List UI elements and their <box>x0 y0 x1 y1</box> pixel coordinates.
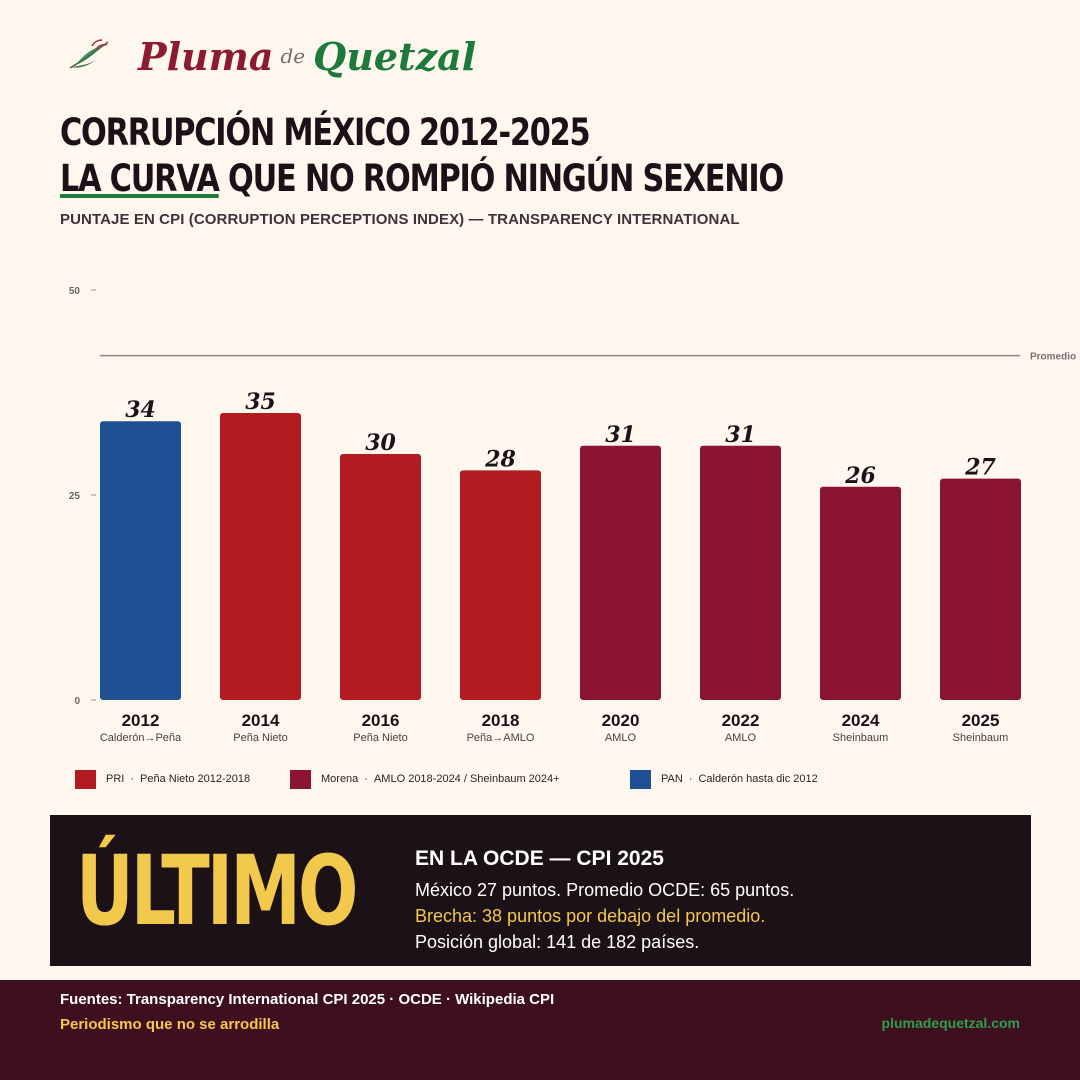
bar-2020 <box>580 445 661 700</box>
bar-value-label: 31 <box>605 422 636 448</box>
cpi-bar-chart: 0 25 50 34 2012 Calderón→Peña 35 2014 Peña Nieto… <box>69 286 1076 744</box>
x-tick-sublabel: Sheinbaum <box>833 732 889 744</box>
footer-tagline: Periodismo que no se arrodilla <box>60 1016 280 1033</box>
x-tick-label: 2012 <box>122 711 160 730</box>
bar-value-label: 31 <box>725 422 756 448</box>
legend-item-morena: Morena · AMLO 2018-2024 / Sheinbaum 2024… <box>290 768 560 790</box>
title-line-2: QUE NO ROMPIÓ NINGÚN SEXENIO <box>218 157 784 200</box>
banner-heading: EN LA OCDE — CPI 2025 <box>415 847 664 870</box>
x-tick-sublabel: Sheinbaum <box>953 732 1009 744</box>
x-tick-sublabel: AMLO <box>725 732 757 744</box>
footer: Fuentes: Transparency International CPI … <box>0 980 1080 1080</box>
legend-desc-morena: AMLO 2018-2024 / Sheinbaum 2024+ <box>373 773 560 785</box>
y-tick-label: 0 <box>74 696 80 707</box>
banner-line-gap: Brecha: 38 puntos por debajo del promedi… <box>415 906 766 926</box>
legend-desc-pan: Calderón hasta dic 2012 <box>698 773 818 785</box>
bar-value-label: 28 <box>484 446 516 472</box>
legend-name-pan: PAN <box>661 773 683 785</box>
bar-value-label: 27 <box>964 455 996 481</box>
legend-separator: · <box>688 773 693 785</box>
bar-2024 <box>820 486 901 700</box>
chart-subtitle: PUNTAJE EN CPI (CORRUPTION PERCEPTIONS I… <box>60 211 740 228</box>
page-title: CORRUPCIÓN MÉXICO 2012-2025 LA CURVA QUE… <box>60 110 784 202</box>
legend-desc-pri: Peña Nieto 2012-2018 <box>140 773 251 785</box>
quetzal-feather-icon <box>69 39 109 69</box>
banner-line-mexico: México 27 puntos. Promedio OCDE: 65 punt… <box>415 880 795 900</box>
bar-value-label: 34 <box>125 397 156 423</box>
bar-value-label: 26 <box>844 463 876 489</box>
x-tick-sublabel: AMLO <box>605 732 637 744</box>
x-tick-label: 2024 <box>842 711 880 730</box>
x-tick-sublabel: Peña Nieto <box>233 732 287 744</box>
banner-headline: ÚLTIMO <box>76 834 358 947</box>
x-tick-label: 2018 <box>482 711 520 730</box>
x-tick-sublabel: Peña Nieto <box>353 732 407 744</box>
legend-name-pri: PRI <box>106 773 125 785</box>
legend-name-morena: Morena <box>321 773 359 785</box>
brand-logo: Pluma de Quetzal <box>66 32 476 80</box>
x-tick-label: 2022 <box>722 711 760 730</box>
y-tick-label: 25 <box>69 491 81 502</box>
x-tick-label: 2020 <box>602 711 640 730</box>
reference-line-label: Promedio <box>1030 352 1076 363</box>
bar-2012 <box>100 421 181 700</box>
bar-2014 <box>220 413 301 700</box>
bar-2022 <box>700 445 781 700</box>
x-tick-label: 2025 <box>962 711 1000 730</box>
footer-site-link[interactable]: plumadequetzal.com <box>881 1015 1020 1031</box>
bar-value-label: 35 <box>245 389 276 415</box>
x-tick-label: 2014 <box>242 711 280 730</box>
legend-item-pan: PAN · Calderón hasta dic 2012 <box>630 768 818 790</box>
brand-word-pluma: Pluma <box>138 33 274 79</box>
brand-word-de: de <box>280 44 306 68</box>
title-line-1: CORRUPCIÓN MÉXICO 2012-2025 <box>60 111 591 154</box>
x-tick-label: 2016 <box>362 711 400 730</box>
oecd-banner: ÚLTIMO EN LA OCDE — CPI 2025 México 27 p… <box>50 815 1031 966</box>
bar-value-label: 30 <box>365 430 396 456</box>
legend-separator: · <box>130 773 135 785</box>
x-tick-sublabel: Calderón→Peña <box>100 732 182 744</box>
legend-separator: · <box>364 773 368 785</box>
legend-swatch-pan <box>630 769 651 789</box>
y-tick-label: 50 <box>69 286 81 297</box>
banner-line-rank: Posición global: 141 de 182 países. <box>415 932 700 952</box>
legend-item-pri: PRI · Peña Nieto 2012-2018 <box>75 768 250 790</box>
brand-word-quetzal: Quetzal <box>313 33 477 79</box>
title-underlined-phrase: LA CURVA <box>60 157 220 200</box>
footer-sources: Fuentes: Transparency International CPI … <box>60 991 555 1008</box>
bar-2018 <box>460 470 541 700</box>
banner-text: EN LA OCDE — CPI 2025 México 27 puntos. … <box>415 845 794 955</box>
bar-2016 <box>340 454 421 700</box>
legend-swatch-morena <box>290 769 311 789</box>
legend-swatch-pri <box>75 769 96 789</box>
x-tick-sublabel: Peña→AMLO <box>467 732 535 744</box>
bar-2025 <box>940 478 1021 700</box>
